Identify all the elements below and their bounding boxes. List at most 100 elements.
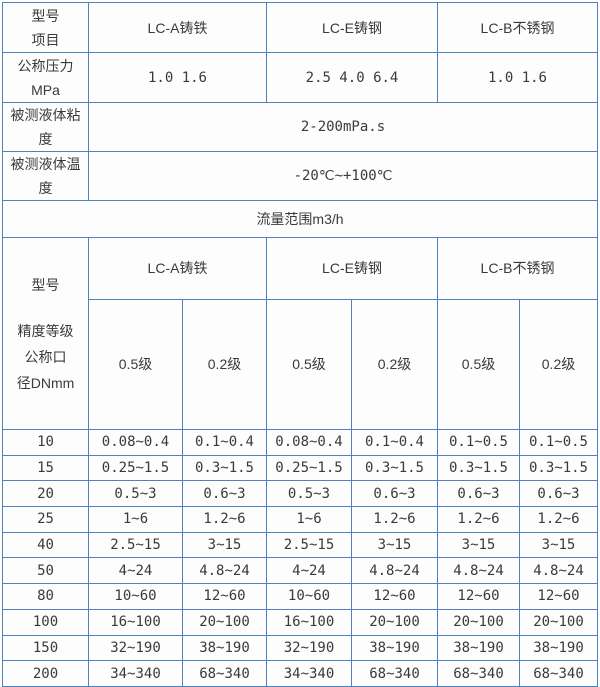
accuracy-class-cell: 0.5级 — [266, 298, 352, 431]
material-header-lcb: LC-B不锈钢 — [437, 2, 598, 53]
flow-value-cell: 68~340 — [437, 660, 520, 687]
accuracy-class-cell: 0.2级 — [351, 298, 438, 431]
pressure-value-lca: 1.0 1.6 — [88, 52, 267, 103]
flow-value-cell: 20~100 — [437, 608, 520, 636]
dn-label: 40 — [2, 531, 89, 559]
flow-row-dn40: 40 2.5~15 3~15 2.5~15 3~15 3~15 3~15 — [2, 531, 598, 559]
flow-value-cell: 4~24 — [88, 557, 183, 585]
row-flow-range-title: 流量范围m3/h — [2, 200, 598, 238]
flow-value-cell: 0.6~3 — [437, 480, 520, 508]
flow-value-cell: 4.8~24 — [519, 557, 598, 585]
flow-value-cell: 0.3~1.5 — [519, 454, 598, 482]
dn-label: 10 — [2, 429, 89, 456]
flow-value-cell: 12~60 — [182, 583, 267, 610]
flow-material-lcb: LC-B不锈钢 — [437, 237, 598, 300]
row-pressure: 公称压力 MPa 1.0 1.6 2.5 4.0 6.4 1.0 1.6 — [2, 52, 598, 103]
flow-value-cell: 68~340 — [519, 660, 598, 687]
flow-value-cell: 1~6 — [88, 506, 183, 533]
flow-value-cell: 0.1~0.4 — [351, 429, 438, 456]
flow-value-cell: 20~100 — [182, 608, 267, 636]
flow-value-cell: 1.2~6 — [182, 506, 267, 533]
row-viscosity: 被测液体粘 度 2-200mPa.s — [2, 102, 598, 152]
flow-value-cell: 1~6 — [266, 506, 352, 533]
pressure-label: 公称压力 MPa — [2, 52, 89, 103]
flow-value-cell: 0.08~0.4 — [88, 429, 183, 456]
dn-label: 100 — [2, 608, 89, 636]
flow-row-dn80: 80 10~60 12~60 10~60 12~60 12~60 12~60 — [2, 583, 598, 610]
temperature-value: -20℃~+100℃ — [88, 151, 598, 201]
flow-value-cell: 12~60 — [519, 583, 598, 610]
flow-range-title: 流量范围m3/h — [2, 200, 598, 238]
flow-material-lce: LC-E铸钢 — [266, 237, 438, 300]
flow-left-header-cell: 型号 精度等级 公称口 径DNmm — [2, 237, 89, 430]
flow-row-dn15: 15 0.25~1.5 0.3~1.5 0.25~1.5 0.3~1.5 0.3… — [2, 454, 598, 482]
flow-value-cell: 3~15 — [351, 531, 438, 559]
flow-value-cell: 20~100 — [519, 608, 598, 636]
flow-left-header-wrap: 型号 精度等级 公称口 径DNmm — [4, 262, 88, 405]
viscosity-label: 被测液体粘 度 — [2, 102, 89, 152]
flow-value-cell: 12~60 — [351, 583, 438, 610]
flow-value-cell: 0.3~1.5 — [351, 454, 438, 482]
material-header-lca: LC-A铸铁 — [88, 2, 267, 53]
flow-value-cell: 0.25~1.5 — [266, 454, 352, 482]
flow-material-lca: LC-A铸铁 — [88, 237, 267, 300]
accuracy-class-cell: 0.5级 — [88, 298, 183, 431]
flow-value-cell: 2.5~15 — [88, 531, 183, 559]
flow-row-dn10: 10 0.08~0.4 0.1~0.4 0.08~0.4 0.1~0.4 0.1… — [2, 429, 598, 456]
flow-value-cell: 1.2~6 — [519, 506, 598, 533]
flow-model-label: 型号 — [31, 277, 60, 293]
dn-label: 80 — [2, 583, 89, 610]
flow-value-cell: 16~100 — [88, 608, 183, 636]
flow-value-cell: 4.8~24 — [182, 557, 267, 585]
flow-value-cell: 0.6~3 — [519, 480, 598, 508]
flow-value-cell: 10~60 — [88, 583, 183, 610]
flow-value-cell: 4.8~24 — [351, 557, 438, 585]
dn-label: 25 — [2, 506, 89, 533]
flow-value-cell: 0.08~0.4 — [266, 429, 352, 456]
flow-value-cell: 20~100 — [351, 608, 438, 636]
flow-value-cell: 34~340 — [88, 660, 183, 687]
flow-value-cell: 0.6~3 — [182, 480, 267, 508]
flow-value-cell: 0.3~1.5 — [437, 454, 520, 482]
flow-value-cell: 4~24 — [266, 557, 352, 585]
flow-value-cell: 0.1~0.5 — [519, 429, 598, 456]
flow-value-cell: 0.5~3 — [266, 480, 352, 508]
dn-label: 200 — [2, 660, 89, 687]
flow-value-cell: 0.1~0.4 — [182, 429, 267, 456]
accuracy-class-cell: 0.5级 — [437, 298, 520, 431]
flow-value-cell: 10~60 — [266, 583, 352, 610]
corner-header-cell: 型号 项目 — [2, 2, 89, 53]
flow-row-dn25: 25 1~6 1.2~6 1~6 1.2~6 1.2~6 1.2~6 — [2, 506, 598, 533]
accuracy-dn-label: 精度等级 公称口 径DNmm — [16, 322, 75, 391]
flow-value-cell: 3~15 — [182, 531, 267, 559]
dn-label: 15 — [2, 454, 89, 482]
flow-value-cell: 2.5~15 — [266, 531, 352, 559]
flow-value-cell: 0.6~3 — [351, 480, 438, 508]
flow-row-dn200: 200 34~340 68~340 34~340 68~340 68~340 6… — [2, 660, 598, 687]
flow-value-cell: 0.5~3 — [88, 480, 183, 508]
row-flow-model-header: 型号 精度等级 公称口 径DNmm LC-A铸铁 LC-E铸钢 LC-B不锈钢 — [2, 237, 598, 430]
pressure-value-lcb: 1.0 1.6 — [437, 52, 598, 103]
row-temperature: 被测液体温 度 -20℃~+100℃ — [2, 151, 598, 201]
accuracy-class-cell: 0.2级 — [182, 298, 267, 431]
temperature-label: 被测液体温 度 — [2, 151, 89, 201]
flow-value-cell: 3~15 — [519, 531, 598, 559]
flow-value-cell: 16~100 — [266, 608, 352, 636]
flow-row-dn50: 50 4~24 4.8~24 4~24 4.8~24 4.8~24 4.8~24 — [2, 557, 598, 585]
flow-value-cell: 68~340 — [351, 660, 438, 687]
flow-value-cell: 68~340 — [182, 660, 267, 687]
material-header-lce: LC-E铸钢 — [266, 2, 438, 53]
flow-value-cell: 0.3~1.5 — [182, 454, 267, 482]
flow-value-cell: 34~340 — [266, 660, 352, 687]
row-model-header: 型号 项目 LC-A铸铁 LC-E铸钢 LC-B不锈钢 — [2, 2, 598, 53]
flow-value-cell: 12~60 — [437, 583, 520, 610]
flow-value-cell: 0.25~1.5 — [88, 454, 183, 482]
flow-row-dn100: 100 16~100 20~100 16~100 20~100 20~100 2… — [2, 608, 598, 636]
flow-value-cell: 1.2~6 — [351, 506, 438, 533]
flow-row-dn20: 20 0.5~3 0.6~3 0.5~3 0.6~3 0.6~3 0.6~3 — [2, 480, 598, 508]
dn-label: 20 — [2, 480, 89, 508]
pressure-value-lce: 2.5 4.0 6.4 — [266, 52, 438, 103]
flow-value-cell: 0.1~0.5 — [437, 429, 520, 456]
